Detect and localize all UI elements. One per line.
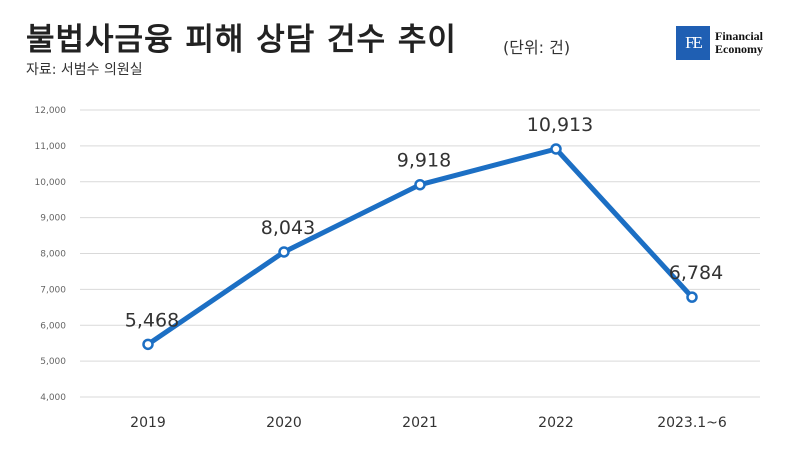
data-point (550, 143, 562, 155)
data-label: 8,043 (261, 217, 315, 239)
y-tick-label: 10,000 (35, 178, 67, 188)
grid-layer (80, 109, 760, 398)
logo-text: Financial Economy (715, 30, 763, 56)
logo-text-line1: Financial (715, 29, 764, 43)
x-axis-ticks: 2019 2020 2021 2022 2023.1~6 (130, 415, 727, 431)
y-tick-label: 6,000 (40, 321, 66, 331)
logo-mark-icon: FE (676, 26, 710, 60)
series-layer (142, 143, 698, 351)
y-tick-label: 7,000 (40, 285, 66, 295)
series-line (145, 146, 695, 347)
y-tick-label: 9,000 (40, 214, 66, 224)
x-tick-label: 2019 (130, 415, 166, 431)
data-label: 5,468 (125, 309, 179, 331)
data-label: 9,918 (397, 150, 451, 172)
y-tick-label: 11,000 (35, 142, 67, 152)
y-tick-label: 12,000 (35, 106, 67, 116)
y-tick-label: 4,000 (40, 393, 66, 403)
y-tick-label: 8,000 (40, 250, 66, 260)
data-point (278, 246, 290, 258)
data-label: 10,913 (527, 114, 593, 136)
x-tick-label: 2022 (538, 415, 574, 431)
data-point (142, 338, 154, 351)
y-axis-ticks: 4,000 5,000 6,000 7,000 8,000 9,000 10,000 11,0… (35, 106, 67, 403)
data-labels: 5,468 8,043 9,918 10,913 6,784 (125, 114, 723, 331)
y-tick-label: 5,000 (40, 357, 66, 367)
x-tick-label: 2020 (266, 415, 302, 431)
data-label: 6,784 (669, 262, 723, 284)
data-point (686, 291, 698, 303)
x-tick-label: 2021 (402, 415, 438, 431)
x-tick-label: 2023.1~6 (657, 415, 727, 431)
brand-logo: FE Financial Economy (676, 26, 763, 60)
source-label: 자료: 서범수 의원실 (26, 62, 143, 78)
logo-text-line2: Economy (715, 42, 763, 56)
chart-title: 불법사금융 피해 상담 건수 추이 (26, 22, 457, 58)
unit-label: (단위: 건) (503, 38, 571, 57)
data-point (414, 178, 426, 191)
